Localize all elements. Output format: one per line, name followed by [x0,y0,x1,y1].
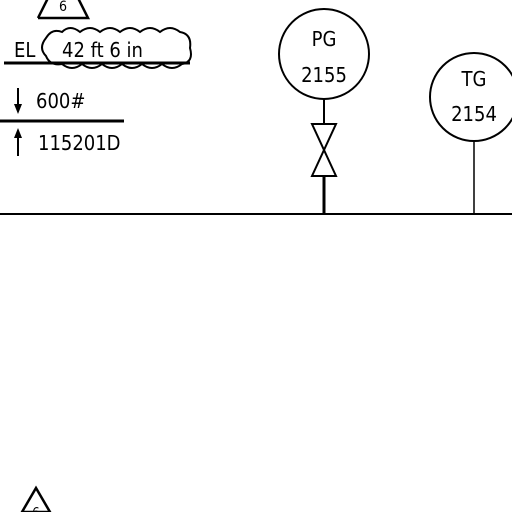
instrument-tag-number: 2155 [301,63,347,87]
revision-mark-top: 6 [59,0,67,15]
instrument-tg-2154: TG 2154 [429,52,512,214]
instrument-tag-letters: TG [461,67,487,91]
instrument-pg-2155: PG 2155 [278,8,370,214]
elevation-prefix: EL [14,38,35,62]
revision-mark-bottom: 6 [32,506,39,512]
arrow-up-icon [14,128,22,138]
elevation-callout: EL 42 ft 6 in [4,27,192,69]
pipe-line-number: 115201D [38,131,121,155]
elevation-cloud [41,27,192,69]
revision-triangle-bottom: 6 [19,485,53,517]
gate-valve-icon [310,123,338,177]
arrow-down-icon [14,104,22,114]
pipe-rating: 600# [36,89,85,113]
instrument-tag-number: 2154 [451,102,497,126]
instrument-tag-letters: PG [312,27,337,51]
revision-triangle-top: 6 [36,0,91,20]
pipe-spec-callout: 600# 115201D [0,88,124,156]
elevation-value: 42 ft 6 in [62,38,143,62]
